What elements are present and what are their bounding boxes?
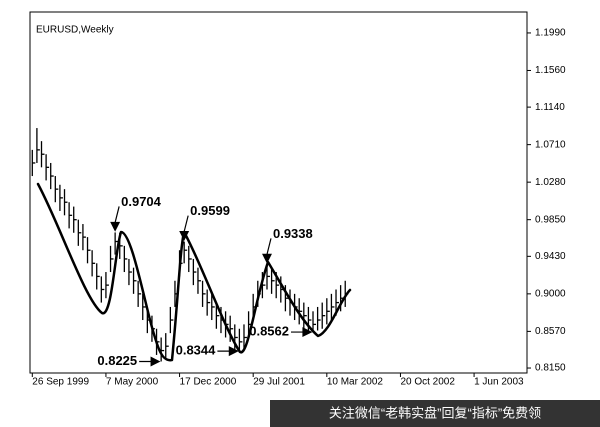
x-tick-label: 20 Oct 2002 (400, 377, 455, 388)
annotation-label: 0.8344 (176, 343, 217, 358)
watermark-bar (270, 400, 600, 427)
annotation-arrow (217, 346, 239, 357)
watermark: 关注微信“老韩实盘”回复“指标”免费领 (329, 405, 541, 420)
annotation-label: 0.9338 (273, 226, 313, 241)
x-tick-label: 7 May 2000 (106, 377, 159, 388)
annotation-label: 0.9704 (121, 194, 162, 209)
y-tick-label: 1.0710 (535, 139, 566, 150)
x-tick-label: 29 Jul 2001 (253, 377, 305, 388)
x-tick-label: 10 Mar 2002 (327, 377, 384, 388)
y-tick-label: 0.9850 (535, 214, 566, 225)
x-tick-label: 26 Sep 1999 (32, 377, 89, 388)
annotation-arrow (262, 238, 272, 264)
y-tick-label: 1.0280 (535, 177, 566, 188)
y-tick-label: 1.1140 (535, 102, 565, 113)
y-tick-label: 1.1990 (535, 28, 566, 39)
y-tick-label: 0.8150 (535, 363, 566, 374)
annotation-arrow (179, 215, 190, 241)
annotation-label: 0.9599 (190, 203, 230, 218)
y-tick-label: 0.9000 (535, 288, 566, 299)
annotation-arrow (139, 356, 161, 367)
annotation-arrow (110, 206, 121, 232)
y-tick-label: 0.9430 (535, 251, 566, 262)
annotation-label: 0.8225 (97, 353, 137, 368)
y-tick-label: 0.8570 (535, 326, 566, 337)
annotation-label: 0.8562 (249, 324, 289, 339)
x-tick-label: 17 Dec 2000 (180, 377, 237, 388)
y-tick-label: 1.1560 (535, 65, 566, 76)
plot-frame (29, 11, 528, 374)
chart-title: EURUSD,Weekly (36, 25, 114, 36)
x-tick-label: 1 Jun 2003 (474, 377, 524, 388)
annotation-arrow (291, 327, 313, 338)
trend-curve (36, 182, 352, 362)
